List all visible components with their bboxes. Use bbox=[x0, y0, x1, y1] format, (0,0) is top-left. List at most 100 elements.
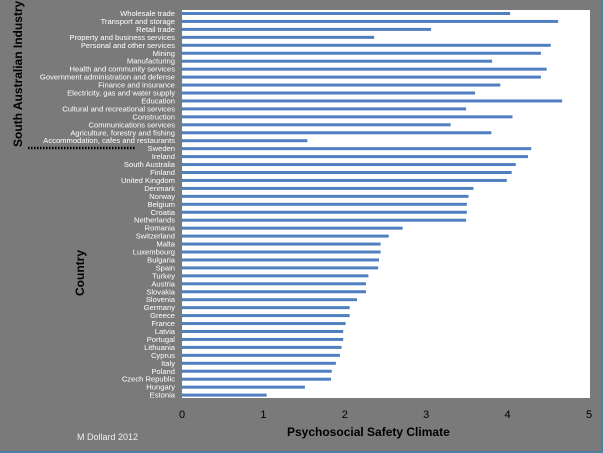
x-tick-label: 0 bbox=[179, 409, 185, 421]
bar bbox=[182, 107, 467, 111]
bar bbox=[182, 226, 403, 230]
bar bbox=[182, 139, 308, 143]
category-label: Communications services bbox=[88, 120, 175, 129]
category-label: Hungary bbox=[146, 383, 175, 392]
category-label: Luxembourg bbox=[133, 248, 175, 257]
bar bbox=[182, 250, 381, 254]
category-label: Norway bbox=[149, 192, 175, 201]
category-label: Austria bbox=[151, 279, 175, 288]
category-label: Bulgaria bbox=[147, 255, 176, 264]
bar bbox=[182, 51, 541, 55]
x-axis-title: Psychosocial Safety Climate bbox=[287, 425, 450, 439]
category-label: Manufacturing bbox=[127, 57, 175, 66]
y-group-label-industry: South Australian Industry bbox=[11, 0, 25, 147]
bar bbox=[182, 322, 346, 326]
bar bbox=[182, 353, 340, 357]
bar bbox=[182, 298, 358, 302]
category-label: Denmark bbox=[144, 184, 175, 193]
bar bbox=[182, 75, 541, 79]
bar bbox=[182, 67, 547, 71]
bar bbox=[182, 218, 467, 222]
bar bbox=[182, 12, 511, 15]
bar bbox=[182, 131, 492, 135]
bar bbox=[182, 393, 267, 397]
category-label: Italy bbox=[161, 359, 175, 368]
category-label: Estonia bbox=[150, 391, 176, 400]
x-tick-label: 2 bbox=[342, 409, 348, 421]
category-label: Ireland bbox=[152, 152, 175, 161]
category-label: Netherlands bbox=[134, 216, 175, 225]
bar bbox=[182, 19, 559, 23]
category-label: Belgium bbox=[148, 200, 175, 209]
category-label: United Kingdom bbox=[121, 176, 175, 185]
category-label: Government administration and defense bbox=[40, 73, 175, 82]
credit-text: M Dollard 2012 bbox=[77, 432, 139, 442]
bar bbox=[182, 27, 432, 31]
category-label: Wholesale trade bbox=[120, 9, 175, 18]
bar bbox=[182, 59, 493, 63]
category-label: Education bbox=[141, 96, 175, 105]
category-label: Construction bbox=[132, 112, 175, 121]
category-label: Slovenia bbox=[146, 295, 176, 304]
x-tick-label: 5 bbox=[586, 409, 592, 421]
bar bbox=[182, 43, 551, 47]
bar bbox=[182, 163, 516, 167]
category-label: Personal and other services bbox=[81, 41, 175, 50]
bar bbox=[182, 306, 350, 310]
bar bbox=[182, 210, 467, 214]
x-tick-label: 4 bbox=[505, 409, 511, 421]
category-label: Poland bbox=[151, 367, 175, 376]
bar bbox=[182, 83, 501, 87]
bar bbox=[182, 171, 512, 174]
category-label: Spain bbox=[156, 263, 175, 272]
category-label: Electricity, gas and water supply bbox=[67, 89, 175, 98]
category-label: Greece bbox=[150, 311, 175, 320]
bar bbox=[182, 147, 532, 151]
category-label: Latvia bbox=[155, 327, 176, 336]
category-label: Romania bbox=[145, 224, 176, 233]
bar bbox=[182, 91, 476, 95]
bar bbox=[182, 99, 563, 103]
bar bbox=[182, 385, 305, 389]
category-label: France bbox=[151, 319, 175, 328]
bar bbox=[182, 194, 469, 198]
category-label: Croatia bbox=[151, 208, 176, 217]
bar bbox=[182, 242, 381, 246]
category-label: Transport and storage bbox=[101, 17, 175, 26]
category-label: Property and business services bbox=[69, 33, 175, 42]
category-label: Switzerland bbox=[136, 232, 175, 241]
category-label: Portugal bbox=[147, 335, 176, 344]
category-label: Mining bbox=[153, 49, 175, 58]
bar bbox=[182, 258, 379, 262]
bar bbox=[182, 35, 375, 39]
bar bbox=[182, 361, 336, 365]
category-label: Cyprus bbox=[151, 351, 175, 360]
category-label: Lithuania bbox=[144, 343, 176, 352]
category-label: Czech Republic bbox=[122, 375, 175, 384]
x-tick-label: 3 bbox=[423, 409, 429, 421]
bar bbox=[182, 266, 379, 270]
category-label: Accommodation, cafes and restaurants bbox=[43, 136, 175, 145]
y-group-label-country: Country bbox=[73, 250, 87, 296]
bar bbox=[182, 274, 369, 278]
bar bbox=[182, 290, 366, 294]
bar bbox=[182, 234, 389, 238]
bar bbox=[182, 123, 451, 127]
bar bbox=[182, 186, 474, 190]
category-label: Finland bbox=[150, 168, 175, 177]
bar bbox=[182, 369, 332, 373]
category-label: Malta bbox=[156, 240, 175, 249]
bar bbox=[182, 178, 507, 182]
category-label: Retail trade bbox=[136, 25, 175, 34]
category-label: South Australia bbox=[124, 160, 176, 169]
bar bbox=[182, 377, 331, 381]
category-label: Sweden bbox=[148, 144, 175, 153]
bar bbox=[182, 345, 342, 349]
category-label: Slovakia bbox=[146, 287, 175, 296]
category-label: Turkey bbox=[152, 271, 175, 280]
bar bbox=[182, 314, 350, 318]
bar bbox=[182, 115, 513, 119]
bar bbox=[182, 330, 344, 333]
